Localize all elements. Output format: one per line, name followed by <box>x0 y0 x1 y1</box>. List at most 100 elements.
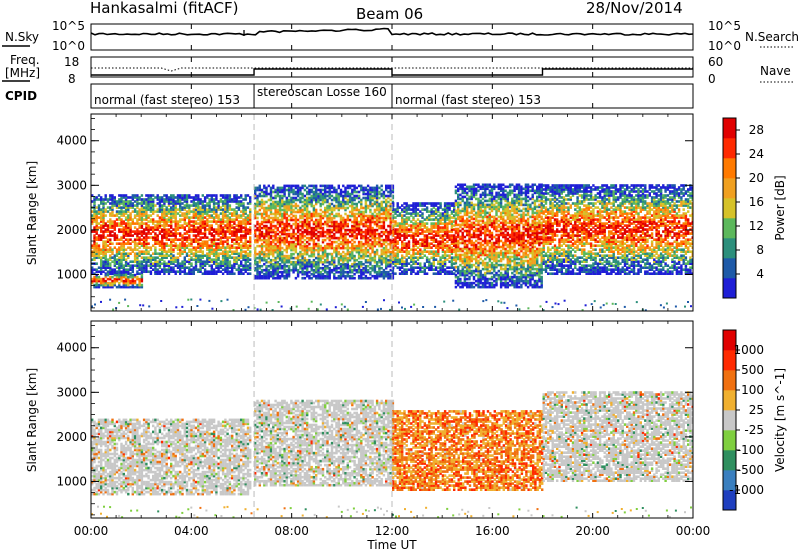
heat-cell <box>244 260 247 263</box>
heat-cell <box>387 186 390 190</box>
heat-cell <box>448 204 451 207</box>
heat-cell <box>351 204 354 208</box>
heat-cell <box>235 268 238 271</box>
heat-cell <box>276 262 279 266</box>
heat-cell <box>303 220 307 224</box>
heat-cell <box>321 232 325 236</box>
heat-cell <box>215 214 218 217</box>
heat-cell <box>412 212 415 215</box>
heat-cell <box>154 256 157 259</box>
heat-cell <box>366 264 370 268</box>
heat-cell <box>414 208 417 211</box>
heat-cell <box>240 262 243 265</box>
heat-cell <box>434 224 438 227</box>
heat-cell <box>97 238 101 241</box>
heat-cell <box>206 194 209 197</box>
heat-cell <box>357 246 361 250</box>
heat-cell <box>120 228 123 231</box>
heat-cell <box>244 234 247 237</box>
heat-cell <box>265 260 268 264</box>
heat-cell <box>104 202 107 205</box>
heat-cell <box>231 268 234 271</box>
heat-cell <box>405 268 408 271</box>
heat-cell <box>357 196 361 200</box>
heat-cell <box>226 266 229 269</box>
heat-cell <box>292 228 295 232</box>
heat-cell <box>113 228 116 231</box>
heat-cell <box>312 246 316 250</box>
heat-cell <box>192 204 195 207</box>
heat-cell <box>312 262 316 266</box>
heat-cell <box>272 266 275 270</box>
heat-cell <box>100 283 103 287</box>
heat-cell <box>95 230 98 233</box>
heat-cell <box>124 198 128 201</box>
heat-cell <box>254 202 257 206</box>
heat-cell <box>260 204 264 208</box>
heat-cell <box>235 242 238 245</box>
heat-cell <box>201 200 204 203</box>
heat-cell <box>246 222 250 225</box>
heat-cell <box>269 230 273 234</box>
heat-cell <box>387 190 390 194</box>
heat-cell <box>212 244 216 247</box>
heat-cell <box>310 276 313 280</box>
heat-cell <box>335 264 338 268</box>
heat-cell <box>283 232 286 236</box>
heat-cell <box>330 242 334 246</box>
heat-cell <box>382 200 386 204</box>
heat-cell <box>199 200 202 203</box>
heat-cell <box>335 244 338 248</box>
heat-cell <box>109 220 112 223</box>
heat-cell <box>263 206 266 210</box>
heat-cell <box>95 252 98 255</box>
heat-cell <box>183 194 186 197</box>
heat-cell <box>165 242 168 245</box>
heat-cell <box>179 232 182 235</box>
heat-cell <box>147 202 150 205</box>
heat-cell <box>441 256 445 259</box>
heat-cell <box>362 236 365 240</box>
heat-cell <box>133 281 137 285</box>
heat-cell <box>432 258 435 261</box>
heat-cell <box>283 274 286 278</box>
heat-cell <box>120 200 123 203</box>
heat-cell <box>369 204 372 208</box>
heat-cell <box>303 270 307 274</box>
heat-cell <box>215 242 218 245</box>
heat-cell <box>330 216 334 220</box>
heat-cell <box>357 208 361 212</box>
heat-cell <box>172 216 175 219</box>
heat-cell <box>129 260 132 263</box>
heat-cell <box>242 254 245 257</box>
heat-cell <box>93 277 96 281</box>
heat-cell <box>306 230 309 234</box>
heat-cell <box>179 218 182 221</box>
heat-cell <box>118 281 121 285</box>
heat-cell <box>421 220 424 223</box>
heat-cell <box>235 210 238 213</box>
heat-cell <box>185 200 189 203</box>
heat-cell <box>453 228 456 231</box>
heat-cell <box>237 266 241 269</box>
heat-cell <box>152 256 155 259</box>
heat-cell <box>353 228 356 232</box>
heat-cell <box>265 240 268 244</box>
heat-cell <box>394 232 397 235</box>
heat-cell <box>140 216 144 219</box>
heat-cell <box>450 224 454 227</box>
heat-cell <box>380 230 383 234</box>
heat-cell <box>369 194 372 198</box>
heat-cell <box>267 240 270 244</box>
heat-cell <box>412 224 415 227</box>
heat-cell <box>434 246 438 249</box>
heat-cell <box>362 266 365 270</box>
heat-cell <box>330 258 334 262</box>
heat-cell <box>371 220 374 224</box>
heat-cell <box>219 206 223 209</box>
heat-cell <box>172 260 175 263</box>
heat-cell <box>317 264 320 268</box>
heat-cell <box>380 274 383 278</box>
heat-cell <box>210 200 213 203</box>
heat-cell <box>113 204 116 207</box>
